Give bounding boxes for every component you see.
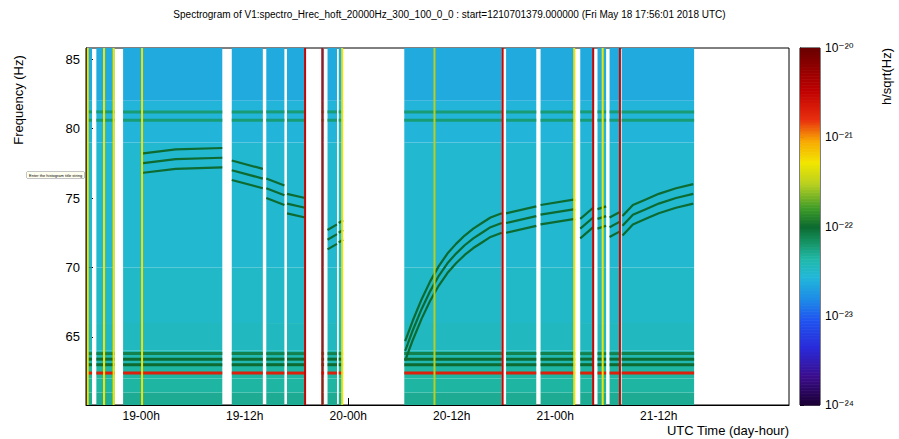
svg-text:10⁻²³: 10⁻²³: [825, 309, 853, 323]
svg-text:85: 85: [66, 52, 80, 67]
svg-text:19-12h: 19-12h: [226, 409, 263, 423]
svg-text:Enter the histogram title stri: Enter the histogram title string: [29, 173, 82, 178]
svg-text:75: 75: [66, 191, 80, 206]
svg-text:20-00h: 20-00h: [330, 409, 367, 423]
svg-text:10⁻²¹: 10⁻²¹: [825, 130, 853, 144]
svg-text:20-12h: 20-12h: [433, 409, 470, 423]
svg-text:21-12h: 21-12h: [640, 409, 677, 423]
svg-text:70: 70: [66, 260, 80, 275]
svg-text:UTC Time (day-hour): UTC Time (day-hour): [667, 423, 789, 438]
svg-text:10⁻²²: 10⁻²²: [825, 220, 853, 234]
svg-text:19-00h: 19-00h: [123, 409, 160, 423]
svg-text:Spectrogram of V1:spectro_Hrec: Spectrogram of V1:spectro_Hrec_hoft_2000…: [173, 9, 725, 20]
svg-text:21-00h: 21-00h: [537, 409, 574, 423]
svg-text:65: 65: [66, 329, 80, 344]
svg-text:10⁻²⁰: 10⁻²⁰: [825, 41, 854, 55]
svg-text:80: 80: [66, 121, 80, 136]
svg-text:h/sqrt(Hz): h/sqrt(Hz): [879, 48, 894, 105]
svg-text:Frequency (Hz): Frequency (Hz): [11, 55, 26, 145]
svg-text:10⁻²⁴: 10⁻²⁴: [825, 398, 854, 412]
